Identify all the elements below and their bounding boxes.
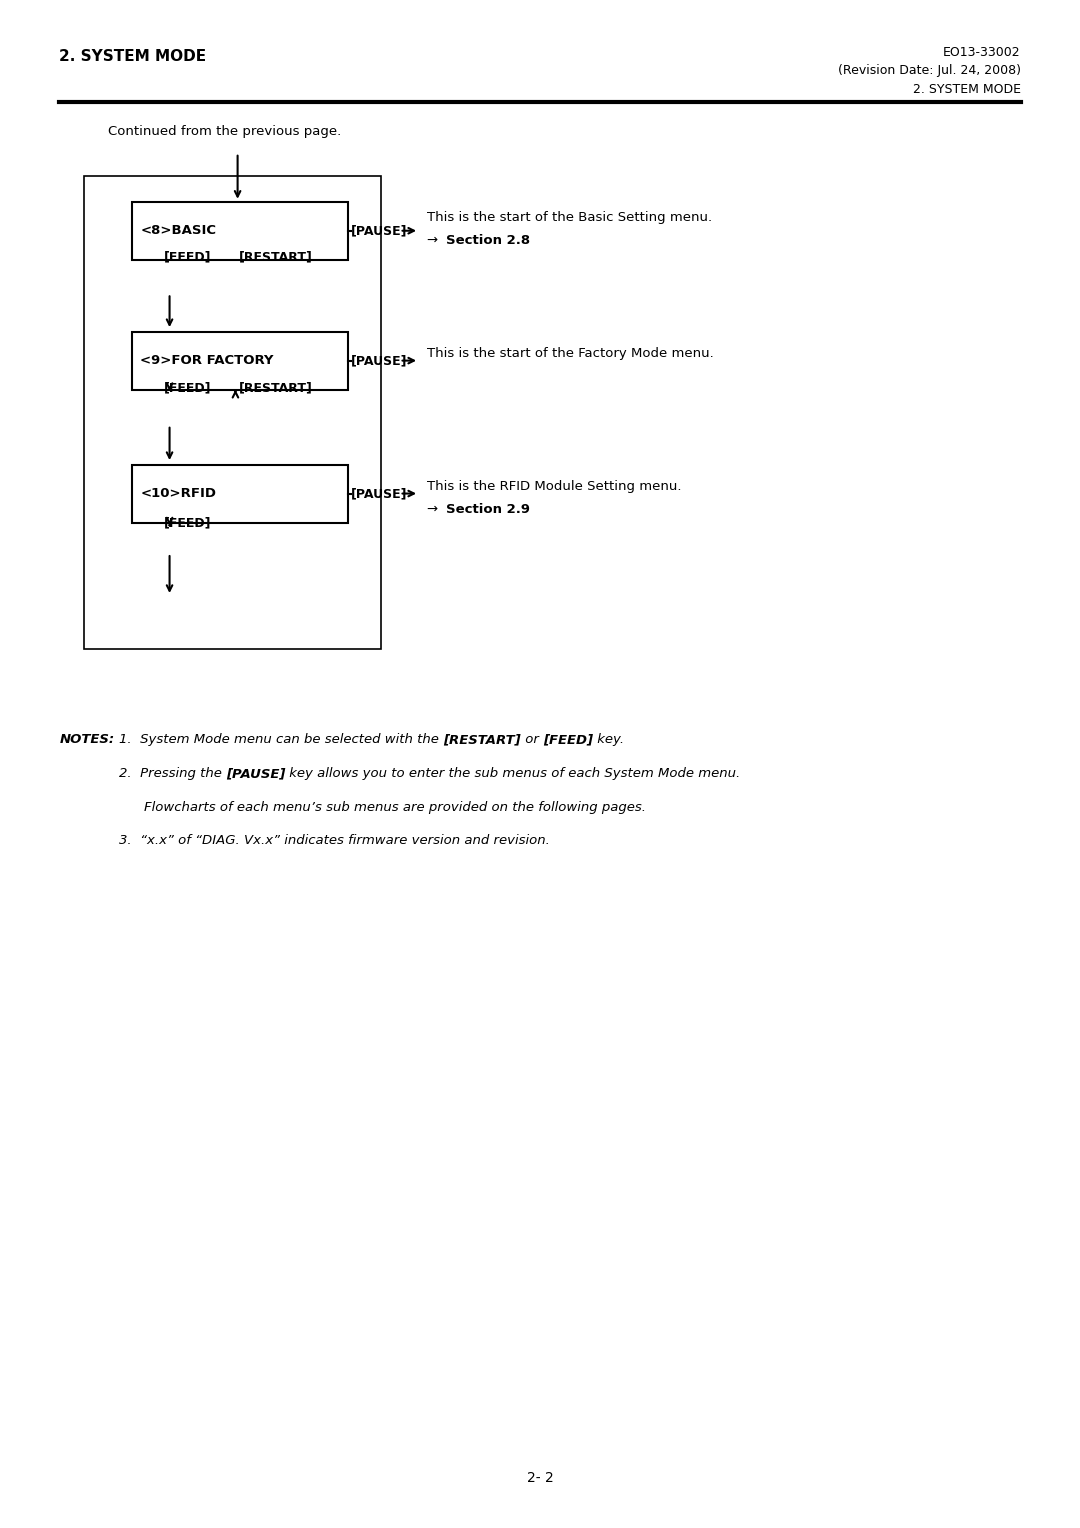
Text: 3.  “x.x” of “DIAG. Vx.x” indicates firmware version and revision.: 3. “x.x” of “DIAG. Vx.x” indicates firmw…	[119, 834, 550, 848]
Text: 2. SYSTEM MODE: 2. SYSTEM MODE	[913, 83, 1021, 96]
Text: [FEED]: [FEED]	[164, 251, 212, 263]
Text: This is the start of the Basic Setting menu.: This is the start of the Basic Setting m…	[427, 211, 712, 225]
Text: or: or	[521, 733, 542, 747]
Text: [FEED]: [FEED]	[164, 516, 212, 529]
Text: <9>FOR FACTORY: <9>FOR FACTORY	[140, 354, 274, 367]
Text: Section 2.9: Section 2.9	[446, 503, 530, 516]
Text: Section 2.8: Section 2.8	[446, 234, 530, 248]
Text: 2- 2: 2- 2	[527, 1471, 553, 1485]
Text: key.: key.	[593, 733, 624, 747]
Bar	[84, 176, 381, 649]
Text: EO13-33002: EO13-33002	[943, 46, 1021, 60]
Text: [PAUSE]: [PAUSE]	[351, 487, 407, 500]
Text: NOTES:: NOTES:	[59, 733, 114, 747]
Text: [FEED]: [FEED]	[542, 733, 593, 747]
Text: [RESTART]: [RESTART]	[239, 251, 312, 263]
Text: →: →	[427, 234, 442, 248]
Text: [FEED]: [FEED]	[164, 382, 212, 394]
Text: [RESTART]: [RESTART]	[443, 733, 521, 747]
Text: <10>RFID: <10>RFID	[140, 487, 216, 500]
Text: key allows you to enter the sub menus of each System Mode menu.: key allows you to enter the sub menus of…	[285, 767, 741, 781]
Bar	[132, 332, 348, 390]
Text: <8>BASIC: <8>BASIC	[140, 225, 216, 237]
Bar	[132, 202, 348, 260]
Bar	[132, 465, 348, 523]
Text: 1.  System Mode menu can be selected with the: 1. System Mode menu can be selected with…	[119, 733, 443, 747]
Text: [PAUSE]: [PAUSE]	[351, 225, 407, 237]
Text: [RESTART]: [RESTART]	[239, 382, 312, 394]
Text: [PAUSE]: [PAUSE]	[226, 767, 285, 781]
Text: 2.  Pressing the: 2. Pressing the	[119, 767, 226, 781]
Text: (Revision Date: Jul. 24, 2008): (Revision Date: Jul. 24, 2008)	[838, 64, 1021, 78]
Text: →: →	[427, 503, 442, 516]
Text: Flowcharts of each menu’s sub menus are provided on the following pages.: Flowcharts of each menu’s sub menus are …	[144, 801, 646, 814]
Text: Continued from the previous page.: Continued from the previous page.	[108, 125, 341, 139]
Text: This is the start of the Factory Mode menu.: This is the start of the Factory Mode me…	[427, 347, 714, 361]
Text: This is the RFID Module Setting menu.: This is the RFID Module Setting menu.	[427, 480, 681, 494]
Text: 2. SYSTEM MODE: 2. SYSTEM MODE	[59, 49, 206, 64]
Text: [PAUSE]: [PAUSE]	[351, 354, 407, 367]
